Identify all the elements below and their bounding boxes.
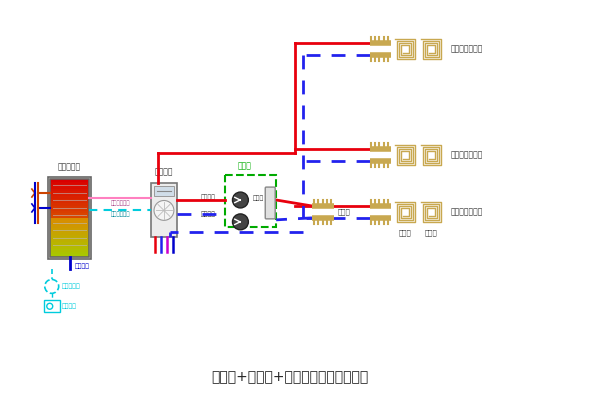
Bar (50, 252, 89, 255)
Circle shape (232, 192, 248, 208)
Bar (50, 198, 89, 202)
Text: 单备蓄水箱: 单备蓄水箱 (58, 162, 81, 171)
Text: 二层：地暖系统: 二层：地暖系统 (451, 151, 484, 160)
Bar (50, 218, 89, 221)
Bar (50, 203, 89, 206)
Text: 单采暖炉: 单采暖炉 (155, 168, 173, 177)
Text: 加热水箱供水: 加热水箱供水 (110, 200, 130, 206)
Bar (50, 232, 89, 235)
Bar (50, 254, 89, 257)
Bar (50, 206, 89, 209)
FancyBboxPatch shape (151, 183, 177, 237)
Bar (50, 247, 89, 250)
Text: 热水循环泵: 热水循环泵 (62, 284, 80, 289)
Bar (50, 201, 89, 204)
Bar (50, 211, 89, 214)
Bar (44, 300, 59, 312)
Bar (50, 194, 89, 196)
Bar (50, 237, 89, 240)
Text: 地暖管: 地暖管 (425, 230, 437, 236)
Text: 一层：地暖系统: 一层：地暖系统 (451, 208, 484, 216)
Bar (50, 189, 89, 192)
Bar (50, 230, 89, 233)
Text: 循环泵: 循环泵 (253, 195, 264, 201)
Bar (50, 223, 89, 226)
Bar (50, 249, 89, 252)
Text: 壁挂炉+去耦罐+全屋地暖系统图（二）: 壁挂炉+去耦罐+全屋地暖系统图（二） (211, 370, 368, 384)
FancyBboxPatch shape (265, 187, 275, 219)
Text: 分水器: 分水器 (338, 209, 350, 215)
Bar (50, 225, 89, 228)
Text: 三层：地暖系统: 三层：地暖系统 (451, 44, 484, 54)
Bar (50, 244, 89, 248)
Bar (50, 179, 89, 182)
Bar (50, 191, 89, 194)
Bar (50, 216, 89, 218)
Bar (50, 220, 89, 223)
Bar (50, 186, 89, 189)
Bar (50, 235, 89, 238)
Bar (154, 186, 174, 196)
Bar (50, 184, 89, 187)
Text: 地暖管: 地暖管 (399, 230, 412, 236)
Text: 自来水进: 自来水进 (74, 264, 89, 269)
Circle shape (154, 200, 174, 220)
Text: 去耦罐: 去耦罐 (238, 161, 251, 170)
Bar (50, 213, 89, 216)
Text: 采暖回水: 采暖回水 (200, 211, 215, 217)
Circle shape (232, 214, 248, 230)
Text: 加热水箱回水: 加热水箱回水 (110, 211, 130, 216)
Bar (50, 182, 89, 184)
Bar (50, 240, 89, 242)
FancyBboxPatch shape (48, 177, 91, 258)
Bar (50, 228, 89, 230)
Text: 操作面板: 操作面板 (62, 304, 77, 309)
Text: 采暖供水: 采暖供水 (200, 194, 215, 200)
Bar (50, 196, 89, 199)
Bar (50, 242, 89, 245)
Bar (50, 208, 89, 211)
